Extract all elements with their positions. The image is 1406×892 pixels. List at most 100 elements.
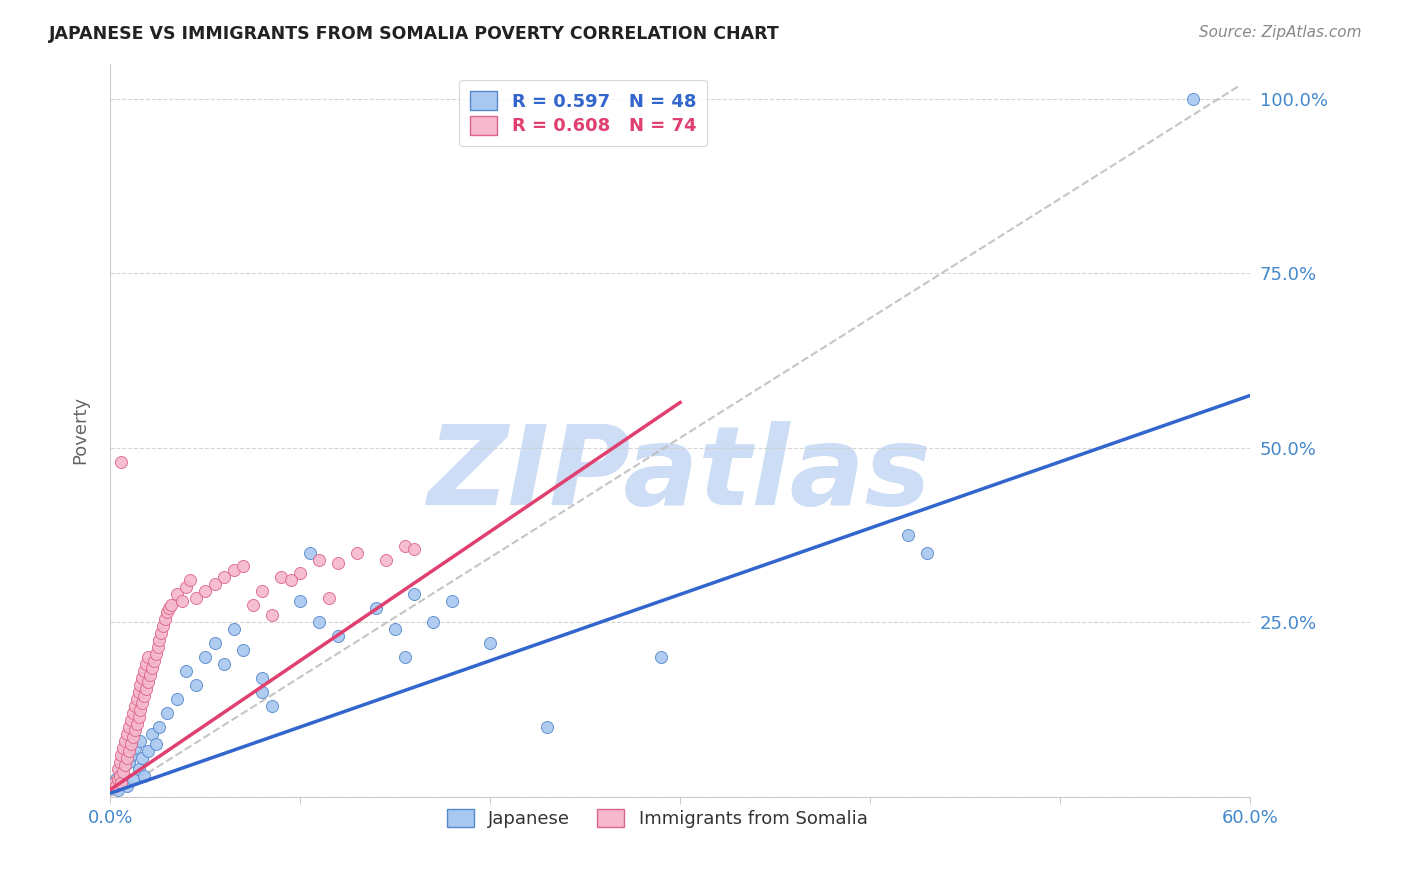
Japanese [115, 780, 138, 794]
Immigrants from Somalia [110, 455, 132, 469]
Japanese [129, 734, 152, 748]
Immigrants from Somalia [139, 667, 162, 681]
Immigrants from Somalia [112, 765, 135, 780]
Immigrants from Somalia [288, 566, 311, 581]
Immigrants from Somalia [135, 657, 157, 672]
Y-axis label: Poverty: Poverty [72, 396, 89, 465]
Japanese [141, 727, 163, 741]
Japanese [148, 720, 170, 734]
Immigrants from Somalia [125, 692, 148, 706]
Immigrants from Somalia [112, 740, 135, 755]
Japanese [650, 650, 672, 665]
Japanese [103, 780, 125, 794]
Immigrants from Somalia [120, 738, 142, 752]
Immigrants from Somalia [118, 720, 141, 734]
Immigrants from Somalia [115, 727, 138, 741]
Immigrants from Somalia [142, 654, 165, 668]
Immigrants from Somalia [131, 671, 153, 685]
Immigrants from Somalia [145, 647, 167, 661]
Japanese [122, 772, 145, 787]
Immigrants from Somalia [122, 706, 145, 720]
Immigrants from Somalia [124, 723, 146, 738]
Immigrants from Somalia [172, 594, 194, 608]
Immigrants from Somalia [131, 696, 153, 710]
Japanese [441, 594, 464, 608]
Japanese [298, 545, 321, 559]
Japanese [288, 594, 311, 608]
Immigrants from Somalia [114, 758, 136, 772]
Japanese [166, 692, 188, 706]
Immigrants from Somalia [107, 772, 129, 787]
Legend: Japanese, Immigrants from Somalia: Japanese, Immigrants from Somalia [440, 802, 875, 836]
Japanese [364, 601, 387, 615]
Immigrants from Somalia [270, 570, 292, 584]
Japanese [104, 772, 127, 787]
Japanese [108, 765, 131, 780]
Immigrants from Somalia [134, 689, 156, 703]
Japanese [174, 664, 197, 678]
Immigrants from Somalia [148, 632, 170, 647]
Immigrants from Somalia [260, 608, 283, 623]
Japanese [308, 615, 330, 630]
Japanese [232, 643, 254, 657]
Immigrants from Somalia [136, 674, 159, 689]
Immigrants from Somalia [250, 583, 273, 598]
Immigrants from Somalia [122, 731, 145, 745]
Japanese [128, 762, 150, 776]
Text: ZIPatlas: ZIPatlas [429, 421, 932, 528]
Japanese [204, 636, 226, 650]
Japanese [250, 671, 273, 685]
Immigrants from Somalia [136, 650, 159, 665]
Immigrants from Somalia [402, 542, 425, 557]
Immigrants from Somalia [114, 734, 136, 748]
Japanese [222, 622, 245, 636]
Japanese [136, 744, 159, 758]
Japanese [112, 769, 135, 783]
Immigrants from Somalia [242, 598, 264, 612]
Immigrants from Somalia [110, 747, 132, 762]
Japanese [124, 740, 146, 755]
Immigrants from Somalia [125, 716, 148, 731]
Immigrants from Somalia [128, 709, 150, 723]
Japanese [120, 747, 142, 762]
Japanese [184, 678, 207, 692]
Text: Source: ZipAtlas.com: Source: ZipAtlas.com [1198, 25, 1361, 40]
Immigrants from Somalia [318, 591, 340, 605]
Immigrants from Somalia [141, 661, 163, 675]
Japanese [260, 699, 283, 714]
Japanese [194, 650, 217, 665]
Immigrants from Somalia [120, 713, 142, 727]
Japanese [394, 650, 416, 665]
Immigrants from Somalia [103, 776, 125, 790]
Immigrants from Somalia [135, 681, 157, 696]
Japanese [107, 782, 129, 797]
Immigrants from Somalia [174, 581, 197, 595]
Immigrants from Somalia [394, 539, 416, 553]
Immigrants from Somalia [222, 563, 245, 577]
Immigrants from Somalia [108, 769, 131, 783]
Immigrants from Somalia [346, 545, 368, 559]
Japanese [118, 755, 141, 769]
Immigrants from Somalia [134, 664, 156, 678]
Immigrants from Somalia [204, 577, 226, 591]
Japanese [402, 587, 425, 601]
Immigrants from Somalia [374, 552, 396, 566]
Immigrants from Somalia [104, 780, 127, 794]
Japanese [250, 685, 273, 699]
Immigrants from Somalia [152, 619, 174, 633]
Immigrants from Somalia [129, 702, 152, 716]
Japanese [156, 706, 179, 720]
Japanese [145, 738, 167, 752]
Japanese [479, 636, 502, 650]
Immigrants from Somalia [124, 699, 146, 714]
Immigrants from Somalia [108, 755, 131, 769]
Japanese [212, 657, 235, 672]
Japanese [536, 720, 558, 734]
Japanese [326, 629, 349, 643]
Japanese [384, 622, 406, 636]
Japanese [110, 776, 132, 790]
Immigrants from Somalia [156, 605, 179, 619]
Japanese [897, 528, 920, 542]
Immigrants from Somalia [146, 640, 169, 654]
Immigrants from Somalia [184, 591, 207, 605]
